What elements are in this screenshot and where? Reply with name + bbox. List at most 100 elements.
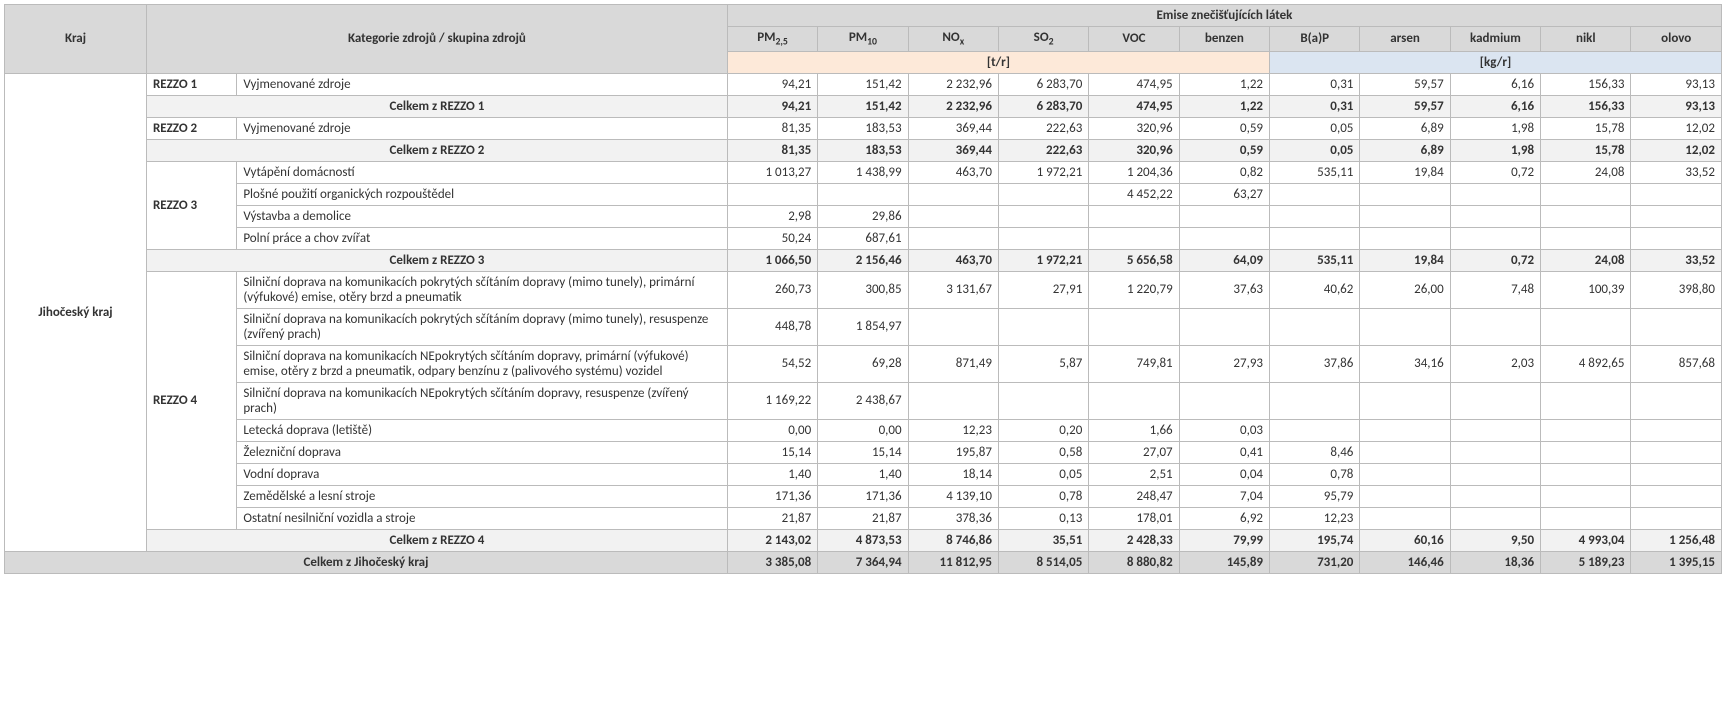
value-cell: 6 283,70 (998, 95, 1088, 117)
col-emise: Emise znečišťujících látek (727, 5, 1721, 27)
category-label: Vyjmenované zdroje (237, 73, 728, 95)
value-cell: 320,96 (1089, 117, 1179, 139)
value-cell: 0,31 (1270, 95, 1360, 117)
value-cell (727, 183, 817, 205)
value-cell: 59,57 (1360, 95, 1450, 117)
value-cell (1270, 183, 1360, 205)
col-bap: B(a)P (1270, 27, 1360, 52)
value-cell: 81,35 (727, 117, 817, 139)
value-cell: 300,85 (818, 271, 908, 308)
value-cell: 857,68 (1631, 345, 1722, 382)
value-cell (1631, 183, 1722, 205)
table-header: Kraj Kategorie zdrojů / skupina zdrojů E… (5, 5, 1722, 74)
value-cell: 19,84 (1360, 161, 1450, 183)
value-cell: 0,59 (1179, 117, 1269, 139)
value-cell: 0,04 (1179, 463, 1269, 485)
value-cell: 18,36 (1450, 551, 1540, 573)
value-cell: 1,66 (1089, 419, 1179, 441)
value-cell: 1 395,15 (1631, 551, 1722, 573)
value-cell: 5,87 (998, 345, 1088, 382)
value-cell: 8,46 (1270, 441, 1360, 463)
value-cell: 59,57 (1360, 73, 1450, 95)
value-cell (908, 183, 998, 205)
value-cell: 69,28 (818, 345, 908, 382)
value-cell (1089, 227, 1179, 249)
value-cell: 5 656,58 (1089, 249, 1179, 271)
value-cell (908, 205, 998, 227)
value-cell (1450, 419, 1540, 441)
value-cell: 1 013,27 (727, 161, 817, 183)
data-row: Železniční doprava15,1415,14195,870,5827… (5, 441, 1722, 463)
rezzo-label: REZZO 1 (146, 73, 236, 95)
value-cell: 2 156,46 (818, 249, 908, 271)
subtotal-label: Celkem z REZZO 2 (146, 139, 727, 161)
table-body: Jihočeský krajREZZO 1Vyjmenované zdroje9… (5, 73, 1722, 573)
value-cell (1360, 205, 1450, 227)
subtotal-label: Celkem z REZZO 4 (146, 529, 727, 551)
value-cell (1541, 485, 1631, 507)
value-cell: 151,42 (818, 95, 908, 117)
subtotal-row: Celkem z REZZO 31 066,502 156,46463,701 … (5, 249, 1722, 271)
col-voc: VOC (1089, 27, 1179, 52)
value-cell: 1 169,22 (727, 382, 817, 419)
value-cell (1631, 382, 1722, 419)
value-cell (1631, 308, 1722, 345)
value-cell (1360, 308, 1450, 345)
value-cell: 2 428,33 (1089, 529, 1179, 551)
value-cell: 448,78 (727, 308, 817, 345)
value-cell: 320,96 (1089, 139, 1179, 161)
value-cell (1179, 227, 1269, 249)
category-label: Letecká doprava (letiště) (237, 419, 728, 441)
value-cell: 0,78 (1270, 463, 1360, 485)
data-row: Ostatní nesilniční vozidla a stroje21,87… (5, 507, 1722, 529)
value-cell: 19,84 (1360, 249, 1450, 271)
value-cell (1631, 463, 1722, 485)
data-row: Letecká doprava (letiště)0,000,0012,230,… (5, 419, 1722, 441)
category-label: Silniční doprava na komunikacích pokrytý… (237, 271, 728, 308)
value-cell: 0,03 (1179, 419, 1269, 441)
value-cell: 156,33 (1541, 95, 1631, 117)
value-cell: 4 139,10 (908, 485, 998, 507)
value-cell: 12,02 (1631, 117, 1722, 139)
value-cell: 93,13 (1631, 73, 1722, 95)
value-cell: 0,72 (1450, 161, 1540, 183)
value-cell (1360, 485, 1450, 507)
value-cell (1360, 382, 1450, 419)
value-cell: 7,04 (1179, 485, 1269, 507)
value-cell: 1,40 (818, 463, 908, 485)
value-cell (1631, 227, 1722, 249)
rezzo-label: REZZO 3 (146, 161, 236, 249)
col-so2: SO2 (998, 27, 1088, 52)
value-cell: 94,21 (727, 95, 817, 117)
data-row: REZZO 4Silniční doprava na komunikacích … (5, 271, 1722, 308)
value-cell (1270, 308, 1360, 345)
category-label: Plošné použití organických rozpouštědel (237, 183, 728, 205)
value-cell: 1 256,48 (1631, 529, 1722, 551)
category-label: Polní práce a chov zvířat (237, 227, 728, 249)
value-cell (1270, 227, 1360, 249)
rezzo-label: REZZO 2 (146, 117, 236, 139)
category-label: Železniční doprava (237, 441, 728, 463)
value-cell: 0,78 (998, 485, 1088, 507)
value-cell: 749,81 (1089, 345, 1179, 382)
value-cell: 37,63 (1179, 271, 1269, 308)
value-cell: 29,86 (818, 205, 908, 227)
value-cell: 6,16 (1450, 73, 1540, 95)
value-cell: 2 438,67 (818, 382, 908, 419)
data-row: Zemědělské a lesní stroje171,36171,364 1… (5, 485, 1722, 507)
value-cell: 100,39 (1541, 271, 1631, 308)
value-cell: 50,24 (727, 227, 817, 249)
value-cell: 0,20 (998, 419, 1088, 441)
value-cell: 1,98 (1450, 117, 1540, 139)
value-cell: 183,53 (818, 139, 908, 161)
value-cell: 260,73 (727, 271, 817, 308)
value-cell (1450, 308, 1540, 345)
value-cell: 2 232,96 (908, 73, 998, 95)
value-cell: 0,05 (1270, 139, 1360, 161)
value-cell: 1 972,21 (998, 161, 1088, 183)
value-cell (1541, 463, 1631, 485)
value-cell: 0,31 (1270, 73, 1360, 95)
value-cell (1360, 441, 1450, 463)
subtotal-row: Celkem z REZZO 281,35183,53369,44222,633… (5, 139, 1722, 161)
value-cell: 6,89 (1360, 139, 1450, 161)
